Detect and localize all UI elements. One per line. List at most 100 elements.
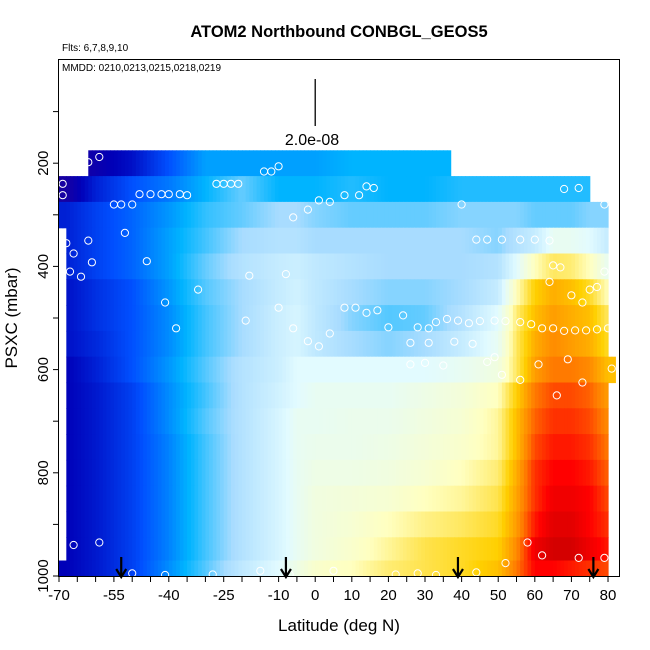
heatmap-cell bbox=[586, 408, 591, 435]
heatmap-cell bbox=[348, 382, 353, 409]
heatmap-cell bbox=[267, 305, 272, 332]
heatmap-cell bbox=[542, 305, 547, 332]
data-point bbox=[563, 355, 572, 364]
heatmap-cell bbox=[165, 176, 170, 203]
heatmap-cell bbox=[278, 253, 283, 280]
heatmap-cell bbox=[446, 201, 452, 229]
heatmap-cell bbox=[417, 279, 422, 306]
heatmap-cell bbox=[146, 305, 152, 332]
heatmap-cell bbox=[337, 537, 342, 562]
heatmap-cell bbox=[88, 382, 93, 409]
heatmap-cell bbox=[597, 434, 602, 461]
heatmap-cell bbox=[135, 201, 141, 229]
heatmap-cell bbox=[472, 560, 477, 577]
heatmap-cell bbox=[220, 150, 225, 177]
heatmap-cell bbox=[560, 408, 565, 435]
heatmap-cell bbox=[337, 356, 342, 384]
heatmap-cell bbox=[567, 253, 573, 280]
heatmap-cell bbox=[520, 227, 525, 255]
heatmap-cell bbox=[483, 485, 488, 513]
heatmap-cell bbox=[351, 330, 357, 358]
heatmap-cell bbox=[216, 279, 221, 306]
heatmap-cell bbox=[344, 408, 349, 435]
heatmap-cell bbox=[285, 150, 291, 177]
heatmap-cell bbox=[245, 459, 250, 487]
heatmap-cell bbox=[304, 434, 309, 461]
heatmap-cell bbox=[560, 305, 565, 332]
heatmap-cell bbox=[161, 511, 166, 538]
heatmap-cell bbox=[113, 560, 119, 577]
heatmap-cell bbox=[348, 330, 353, 358]
heatmap-cell bbox=[238, 227, 243, 255]
heatmap-cell bbox=[351, 227, 357, 255]
heatmap-cell bbox=[457, 382, 463, 409]
heatmap-cell bbox=[300, 176, 305, 203]
heatmap-cell bbox=[296, 434, 302, 461]
heatmap-cell bbox=[553, 408, 558, 435]
heatmap-cell bbox=[139, 434, 144, 461]
data-point bbox=[362, 308, 371, 317]
data-point bbox=[567, 291, 576, 300]
heatmap-cell bbox=[135, 305, 141, 332]
heatmap-cell bbox=[597, 537, 602, 562]
heatmap-cell bbox=[425, 382, 430, 409]
heatmap-cell bbox=[311, 253, 316, 280]
heatmap-cell bbox=[289, 201, 294, 229]
heatmap-cell bbox=[597, 382, 602, 409]
heatmap-cell bbox=[62, 560, 67, 577]
heatmap-cell bbox=[172, 511, 177, 538]
heatmap-cell bbox=[355, 150, 360, 177]
heatmap-cell bbox=[154, 279, 159, 306]
heatmap-cell bbox=[414, 485, 419, 513]
heatmap-cell bbox=[406, 382, 411, 409]
heatmap-cell bbox=[564, 201, 569, 229]
heatmap-cell bbox=[168, 434, 174, 461]
heatmap-cell bbox=[457, 537, 463, 562]
heatmap-cell bbox=[392, 459, 397, 487]
heatmap-cell bbox=[267, 537, 272, 562]
heatmap-cell bbox=[234, 459, 239, 487]
heatmap-cell bbox=[274, 434, 280, 461]
heatmap-cell bbox=[77, 511, 82, 538]
heatmap-cell bbox=[304, 253, 309, 280]
data-point bbox=[384, 323, 393, 332]
heatmap-cell bbox=[263, 537, 269, 562]
x-tick-label: 40 bbox=[453, 587, 470, 604]
heatmap-cell bbox=[564, 408, 569, 435]
heatmap-cell bbox=[318, 356, 324, 384]
heatmap-cell bbox=[307, 485, 313, 513]
heatmap-cell bbox=[95, 305, 100, 332]
heatmap-cell bbox=[406, 356, 411, 384]
heatmap-cell bbox=[425, 356, 430, 384]
heatmap-cell bbox=[494, 227, 499, 255]
heatmap-cell bbox=[300, 434, 305, 461]
heatmap-cell bbox=[143, 485, 148, 513]
heatmap-cell bbox=[465, 537, 470, 562]
heatmap-cell bbox=[479, 330, 485, 358]
heatmap-cell bbox=[300, 537, 305, 562]
heatmap-cell bbox=[143, 176, 148, 203]
heatmap-cell bbox=[351, 408, 357, 435]
heatmap-cell bbox=[468, 330, 474, 358]
heatmap-cell bbox=[212, 485, 217, 513]
x-tick-label: 60 bbox=[526, 587, 543, 604]
heatmap-cell bbox=[223, 434, 228, 461]
heatmap-cell bbox=[560, 279, 565, 306]
heatmap-cell bbox=[296, 356, 302, 384]
heatmap-cell bbox=[494, 537, 499, 562]
heatmap-cell bbox=[77, 537, 82, 562]
heatmap-cell bbox=[377, 356, 382, 384]
heatmap-cell bbox=[329, 253, 335, 280]
heatmap-cell bbox=[542, 485, 547, 513]
heatmap-cell bbox=[135, 485, 141, 513]
heatmap-cell bbox=[410, 560, 415, 577]
heatmap-cell bbox=[223, 227, 228, 255]
heatmap-cell bbox=[366, 305, 371, 332]
heatmap-cell bbox=[410, 227, 415, 255]
heatmap-cell bbox=[304, 356, 309, 384]
heatmap-cell bbox=[315, 279, 320, 306]
heatmap-cell bbox=[340, 485, 346, 513]
heatmap-cell bbox=[322, 511, 327, 538]
heatmap-cell bbox=[263, 485, 269, 513]
heatmap-cell bbox=[337, 150, 342, 177]
